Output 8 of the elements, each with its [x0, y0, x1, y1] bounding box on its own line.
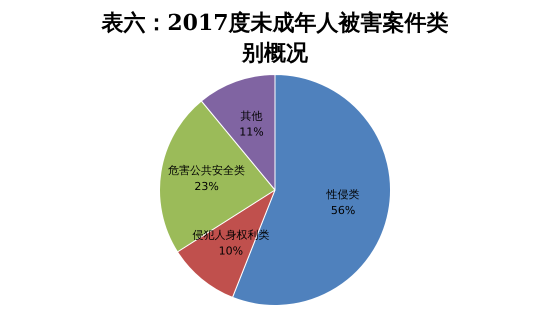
- chart-title: 表六：2017度未成年人被害案件类别概况: [100, 9, 450, 68]
- data-label: 56%: [330, 204, 356, 217]
- slice-label: 性侵类: [326, 188, 360, 201]
- slice-label: 危害公共安全类: [168, 164, 246, 178]
- slice-label: 其他: [240, 110, 263, 123]
- data-label: 23%: [194, 180, 219, 194]
- data-label: 11%: [239, 126, 264, 139]
- data-label: 10%: [218, 244, 244, 258]
